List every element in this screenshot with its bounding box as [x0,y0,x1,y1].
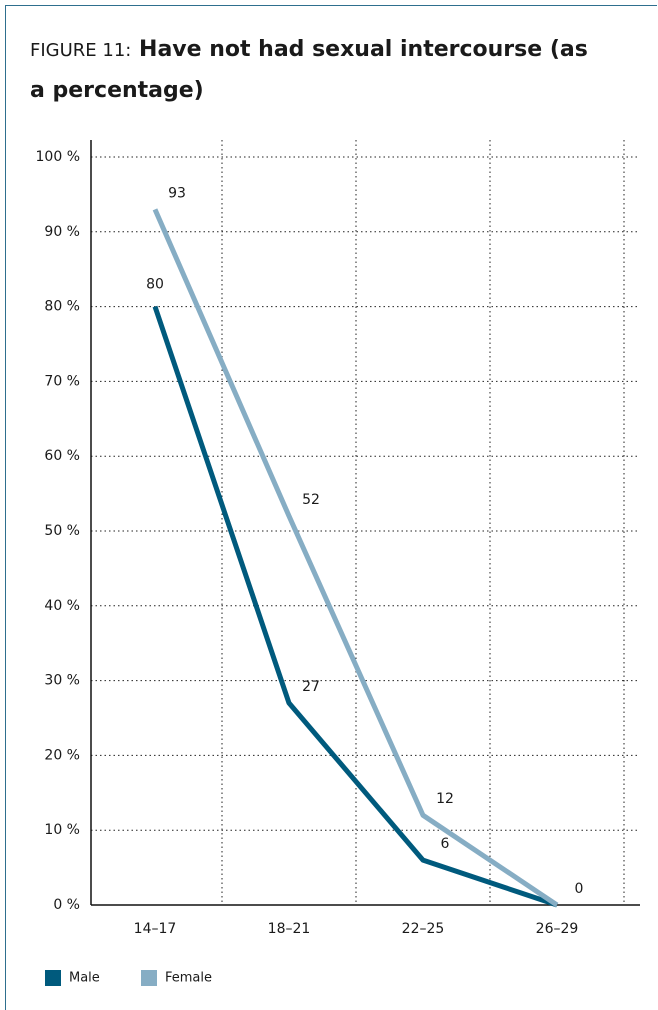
y-tick-label: 60 % [44,448,80,464]
legend-swatch [141,970,157,986]
data-label: 52 [302,492,320,508]
chart-title: FIGURE 11: Have not had sexual intercour… [30,30,590,111]
frame [5,5,657,1010]
x-tick-label: 22–25 [402,921,445,937]
y-tick-label: 10 % [44,822,80,838]
data-label: 27 [302,679,320,695]
legend-swatch [45,970,61,986]
x-tick-label: 14–17 [134,921,177,937]
y-tick-label: 80 % [44,299,80,315]
y-tick-label: 0 % [53,897,80,913]
x-tick-label: 18–21 [268,921,311,937]
x-tick-label: 26–29 [536,921,579,937]
y-tick-label: 100 % [36,149,80,165]
series-line [152,208,559,908]
y-tick-label: 70 % [44,373,80,389]
y-tick-label: 20 % [44,747,80,763]
legend-label: Female [165,971,212,986]
data-label: 80 [146,277,164,293]
legend-label: Male [69,971,100,986]
series-line [152,305,558,908]
y-tick-label: 90 % [44,224,80,240]
title-text: Have not had sexual intercourse (as a pe… [30,37,588,103]
y-tick-label: 40 % [44,598,80,614]
data-label: 6 [441,836,450,852]
data-label: 93 [168,185,186,201]
y-tick-label: 30 % [44,673,80,689]
figure-label: FIGURE 11: [30,40,132,61]
data-label: 12 [436,791,454,807]
data-label: 0 [575,881,584,897]
y-tick-label: 50 % [44,523,80,539]
